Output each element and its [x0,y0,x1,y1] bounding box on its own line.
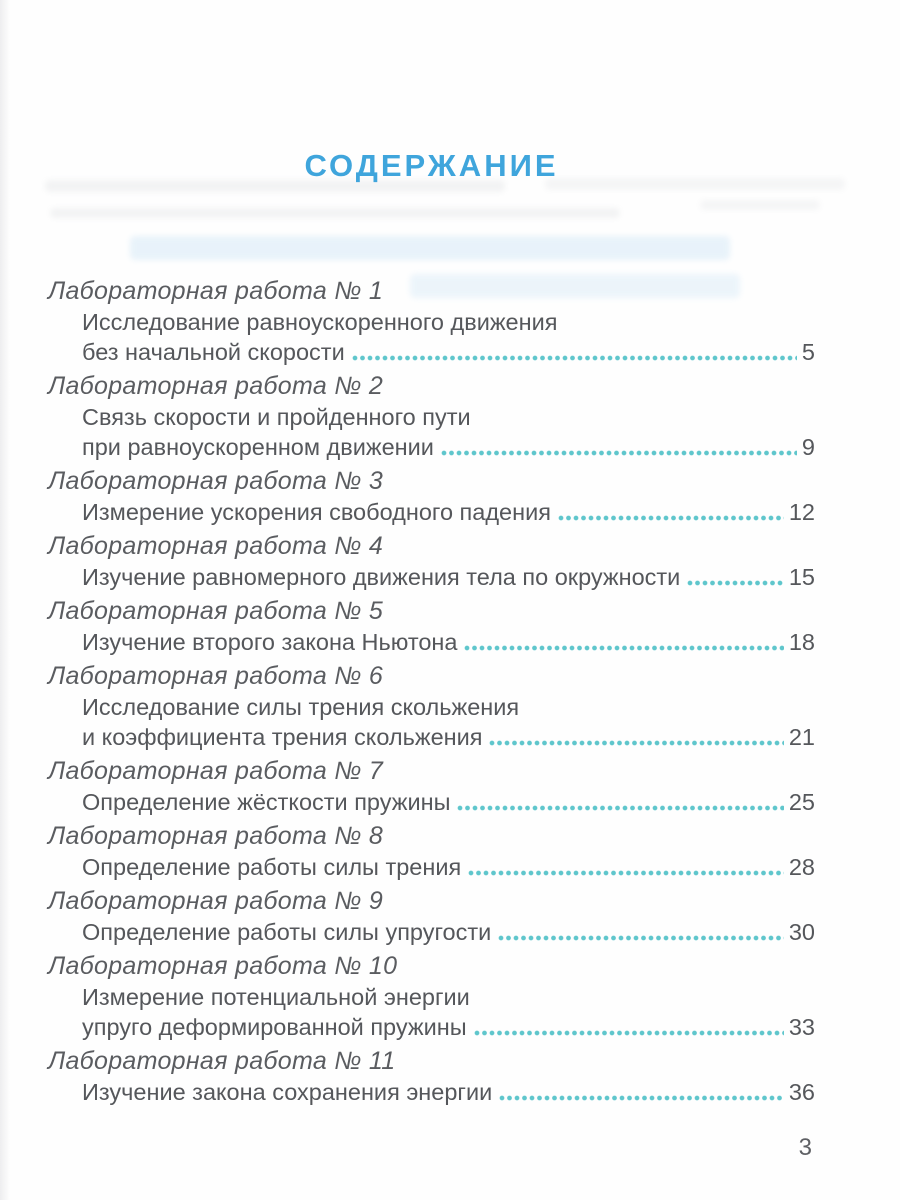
dotted-leader [473,1028,784,1038]
toc-entry-tail: Определение жёсткости пружины [82,789,451,815]
toc-entry-heading: Лабораторная работа № 1 [48,277,384,305]
toc-entry-leader-line: Изучение равномерного движения тела по о… [48,562,815,592]
toc-entry: Лабораторная работа № 7 Определение жёст… [48,756,815,817]
toc-entry-tail: упруго деформированной пружины [82,1014,467,1040]
toc-entry-tail: без начальной скорости [82,339,345,365]
toc-entry-page-number: 36 [788,1079,815,1105]
toc-entry-leader-line: упруго деформированной пружины 33 [48,1012,815,1042]
toc-entry-page-number: 33 [788,1014,815,1040]
toc-entry-heading: Лабораторная работа № 8 [48,822,384,850]
toc-entry-heading: Лабораторная работа № 4 [48,532,384,560]
toc-entry-page-number: 30 [788,919,815,945]
toc-entry-tail: и коэффициента трения скольжения [82,724,483,750]
toc-entry-page-number: 12 [788,499,815,525]
dotted-leader [687,578,784,588]
toc-entry-tail: Изучение второго закона Ньютона [82,629,458,655]
dotted-leader [457,803,784,813]
toc-entry: Лабораторная работа № 5 Изучение второго… [48,596,815,657]
toc-entry-tail: Определение работы силы трения [82,854,462,880]
toc-entry: Лабораторная работа № 10 Измерение потен… [48,951,815,1042]
dotted-leader [351,353,797,363]
toc-entry-tail: Измерение ускорения свободного падения [82,499,551,525]
toc-entry-heading: Лабораторная работа № 11 [48,1047,396,1075]
toc-entry-leader-line: Определение работы силы трения 28 [48,852,815,882]
toc-entry-wrap-line: Исследование равноускоренного движения [82,309,558,335]
dotted-leader [468,868,784,878]
toc-entry-heading: Лабораторная работа № 7 [48,757,384,785]
toc-content: СОДЕРЖАНИЕ Лабораторная работа № 1 Иссле… [48,148,815,1111]
dotted-leader [440,448,797,458]
toc-entry-tail: Изучение закона сохранения энергии [82,1079,493,1105]
toc-entry-leader-line: Определение работы силы упругости 30 [48,917,815,947]
dotted-leader [489,738,784,748]
toc-entry-tail: при равноускоренном движении [82,434,434,460]
toc-entry-page-number: 9 [801,434,815,460]
toc-entry-page-number: 25 [788,789,815,815]
page-title: СОДЕРЖАНИЕ [304,148,559,183]
toc-entry-heading: Лабораторная работа № 6 [48,662,384,690]
folio-page-number: 3 [798,1134,812,1161]
dotted-leader [557,513,784,523]
toc-entry: Лабораторная работа № 3 Измерение ускоре… [48,466,815,527]
toc-entry-heading: Лабораторная работа № 10 [48,952,398,980]
toc-entry-leader-line: Изучение закона сохранения энергии 36 [48,1077,815,1107]
toc-entry: Лабораторная работа № 4 Изучение равноме… [48,531,815,592]
toc-entry-page-number: 21 [788,724,815,750]
toc-entry-heading: Лабораторная работа № 3 [48,467,384,495]
dotted-leader [464,643,784,653]
toc-entry-leader-line: Определение жёсткости пружины 25 [48,787,815,817]
toc-entry: Лабораторная работа № 8 Определение рабо… [48,821,815,882]
toc-entry-heading: Лабораторная работа № 9 [48,887,384,915]
toc-entry-tail: Определение работы силы упругости [82,919,492,945]
toc-entry-leader-line: Измерение ускорения свободного падения 1… [48,497,815,527]
toc-entry-heading: Лабораторная работа № 5 [48,597,384,625]
dotted-leader [499,1093,784,1103]
toc-entry-tail: Изучение равномерного движения тела по о… [82,564,681,590]
toc-entry: Лабораторная работа № 1 Исследование рав… [48,276,815,367]
toc-entry-page-number: 15 [788,564,815,590]
toc-entry: Лабораторная работа № 6 Исследование сил… [48,661,815,752]
toc-entry-leader-line: без начальной скорости 5 [48,337,815,367]
toc-entry: Лабораторная работа № 9 Определение рабо… [48,886,815,947]
toc-entry-wrap-line: Связь скорости и пройденного пути [82,404,471,430]
toc-entry: Лабораторная работа № 2 Связь скорости и… [48,371,815,462]
toc-entry-page-number: 18 [788,629,815,655]
toc-entry-leader-line: и коэффициента трения скольжения 21 [48,722,815,752]
toc-entry-leader-line: Изучение второго закона Ньютона 18 [48,627,815,657]
toc-entry-page-number: 5 [801,339,815,365]
toc-entry-wrap-line: Исследование силы трения скольжения [82,694,520,720]
toc-entry-wrap-line: Измерение потенциальной энергии [82,984,470,1010]
toc-entry: Лабораторная работа № 11 Изучение закона… [48,1046,815,1107]
toc-entry-heading: Лабораторная работа № 2 [48,372,384,400]
toc-entry-page-number: 28 [788,854,815,880]
dotted-leader [498,933,784,943]
toc-entry-leader-line: при равноускоренном движении 9 [48,432,815,462]
